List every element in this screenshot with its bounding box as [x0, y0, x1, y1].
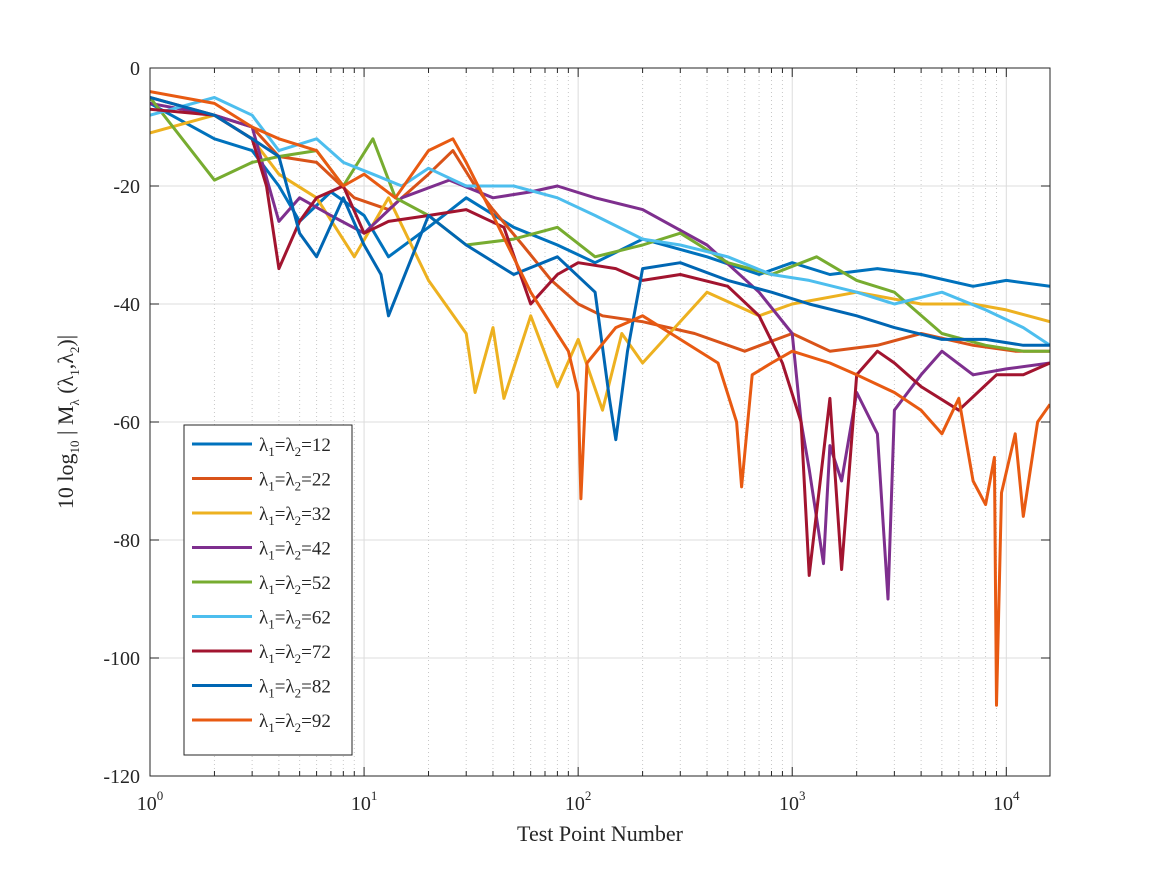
- legend-entry: λ1=λ2=32: [192, 504, 331, 528]
- legend-label: λ1=λ2=82: [259, 677, 331, 701]
- legend-entry: λ1=λ2=92: [192, 711, 331, 735]
- legend-entry: λ1=λ2=42: [192, 539, 331, 563]
- x-axis-label: Test Point Number: [517, 821, 684, 846]
- series-line-7: [150, 107, 1050, 577]
- legend-entry: λ1=λ2=12: [192, 435, 331, 459]
- legend-label: λ1=λ2=52: [259, 573, 331, 597]
- y-label-prefix: 10 log: [53, 454, 78, 510]
- y-tick-label: -100: [103, 648, 140, 670]
- series-line-8: [150, 96, 1050, 442]
- y-tick-label: -120: [103, 766, 140, 788]
- series-line-5: [150, 96, 1050, 353]
- series-lines: [150, 90, 1050, 707]
- y-label-sub2: 2: [67, 347, 82, 354]
- series-line-9: [150, 90, 1050, 707]
- y-label-log-sub: 10: [67, 441, 82, 454]
- series-line-6: [150, 96, 1050, 347]
- legend-entry: λ1=λ2=82: [192, 677, 331, 701]
- y-label-mid: | M: [53, 406, 78, 441]
- x-tick-label: 100: [137, 788, 164, 815]
- y-label-rparen: )|: [53, 335, 78, 347]
- legend-label: λ1=λ2=42: [259, 539, 331, 563]
- y-tick-label: -20: [113, 176, 140, 198]
- series-line-4: [150, 101, 1050, 601]
- y-tick-label: -60: [113, 412, 140, 434]
- y-tick-label: -40: [113, 294, 140, 316]
- legend-label: λ1=λ2=72: [259, 642, 331, 666]
- legend-entry: λ1=λ2=22: [192, 470, 331, 494]
- x-tick-label: 101: [351, 788, 378, 815]
- y-tick-label: -80: [113, 530, 140, 552]
- legend-label: λ1=λ2=22: [259, 470, 331, 494]
- legend-entry: λ1=λ2=72: [192, 642, 331, 666]
- y-label-lparen: (λ: [53, 375, 78, 399]
- legend-label: λ1=λ2=32: [259, 504, 331, 528]
- y-tick-label: 0: [130, 58, 140, 80]
- y-label-comma: ,λ: [53, 353, 78, 370]
- legend-label: λ1=λ2=12: [259, 435, 331, 459]
- legend-label: λ1=λ2=92: [259, 711, 331, 735]
- legend-label: λ1=λ2=62: [259, 608, 331, 632]
- x-tick-label: 103: [779, 788, 806, 815]
- x-tick-label: 104: [993, 788, 1020, 815]
- legend-entry: λ1=λ2=62: [192, 608, 331, 632]
- series-line-3: [150, 113, 1050, 412]
- legend-entry: λ1=λ2=52: [192, 573, 331, 597]
- axis-ticks: 100 101 102 103 104 0 -20 -40 -60 -80 -100 -120: [103, 58, 1050, 815]
- x-tick-label: 102: [565, 788, 592, 815]
- y-label-lambda-sub: λ: [67, 399, 82, 406]
- y-label-sub1: 1: [67, 369, 82, 376]
- y-axis-label: 10 log10 | Mλ (λ1,λ2)|: [53, 335, 82, 509]
- legend: λ1=λ2=12 λ1=λ2=22 λ1=λ2=32 λ1=λ2=42 λ1=λ2=52…: [183, 424, 353, 756]
